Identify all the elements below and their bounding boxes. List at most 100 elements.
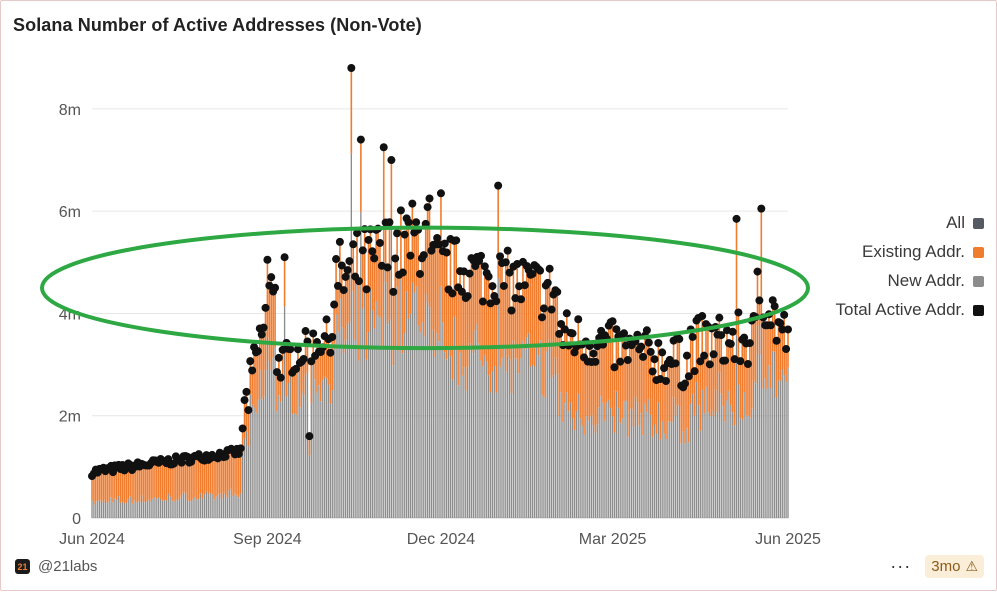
total-active-point[interactable] <box>648 367 657 376</box>
total-active-point[interactable] <box>539 304 548 313</box>
new-addr-bar[interactable] <box>648 398 650 518</box>
total-active-point[interactable] <box>400 230 409 239</box>
new-addr-bar[interactable] <box>720 393 722 518</box>
total-active-point[interactable] <box>406 251 415 260</box>
new-addr-bar[interactable] <box>314 379 316 518</box>
legend-item-new[interactable]: New Addr. <box>888 271 984 291</box>
new-addr-bar[interactable] <box>669 421 671 518</box>
new-addr-bar[interactable] <box>201 498 204 518</box>
new-addr-bar[interactable] <box>718 371 721 518</box>
total-active-point[interactable] <box>658 348 667 357</box>
new-addr-bar[interactable] <box>770 388 772 518</box>
new-addr-bar[interactable] <box>407 319 410 518</box>
new-addr-bar[interactable] <box>205 491 208 518</box>
new-addr-bar[interactable] <box>335 314 337 518</box>
new-addr-bar[interactable] <box>194 496 196 518</box>
new-addr-bar[interactable] <box>512 340 515 518</box>
new-addr-bar[interactable] <box>455 345 457 518</box>
new-addr-bar[interactable] <box>291 414 293 518</box>
new-addr-bar[interactable] <box>348 321 351 518</box>
total-active-point[interactable] <box>337 261 346 270</box>
total-active-point[interactable] <box>433 233 442 242</box>
new-addr-bar[interactable] <box>466 366 469 518</box>
new-addr-bar[interactable] <box>524 348 526 518</box>
total-active-point[interactable] <box>309 329 318 338</box>
new-addr-bar[interactable] <box>285 396 288 518</box>
new-addr-bar[interactable] <box>781 369 783 518</box>
new-addr-bar[interactable] <box>179 497 181 518</box>
new-addr-bar[interactable] <box>148 499 150 518</box>
new-addr-bar[interactable] <box>247 446 250 518</box>
total-active-point[interactable] <box>328 333 337 342</box>
total-active-point[interactable] <box>457 287 466 296</box>
new-addr-bar[interactable] <box>211 494 213 518</box>
new-addr-bar[interactable] <box>358 360 360 518</box>
new-addr-bar[interactable] <box>749 417 751 518</box>
new-addr-bar[interactable] <box>659 439 661 518</box>
total-active-point[interactable] <box>280 253 289 262</box>
total-active-point[interactable] <box>356 135 365 144</box>
new-addr-bar[interactable] <box>682 431 684 518</box>
new-addr-bar[interactable] <box>302 395 305 518</box>
total-active-point[interactable] <box>536 266 545 275</box>
new-addr-bar[interactable] <box>621 418 623 518</box>
new-addr-bar[interactable] <box>623 401 625 518</box>
new-addr-bar[interactable] <box>686 428 688 518</box>
total-active-point[interactable] <box>448 289 457 298</box>
total-active-point[interactable] <box>480 262 489 271</box>
total-active-point[interactable] <box>326 348 335 357</box>
total-active-point[interactable] <box>379 143 388 152</box>
new-addr-bar[interactable] <box>653 424 656 518</box>
total-active-point[interactable] <box>349 240 358 249</box>
total-active-point[interactable] <box>274 353 283 362</box>
new-addr-bar[interactable] <box>547 347 549 518</box>
total-active-point[interactable] <box>452 236 461 245</box>
total-active-point[interactable] <box>370 254 379 263</box>
new-addr-bar[interactable] <box>531 364 534 518</box>
new-addr-bar[interactable] <box>444 352 446 518</box>
new-addr-bar[interactable] <box>482 366 484 518</box>
new-addr-bar[interactable] <box>737 384 740 518</box>
new-addr-bar[interactable] <box>701 389 703 518</box>
total-active-point[interactable] <box>305 432 314 441</box>
new-addr-bar[interactable] <box>238 497 240 518</box>
new-addr-bar[interactable] <box>188 501 190 518</box>
timeframe-badge[interactable]: 3mo ⚠ <box>925 555 984 578</box>
new-addr-bar[interactable] <box>573 430 576 518</box>
total-active-point[interactable] <box>425 194 434 203</box>
total-active-point[interactable] <box>776 319 785 328</box>
new-addr-bar[interactable] <box>569 402 572 518</box>
total-active-point[interactable] <box>642 326 651 335</box>
new-addr-bar[interactable] <box>217 494 219 518</box>
total-active-point[interactable] <box>238 424 247 433</box>
new-addr-bar[interactable] <box>575 410 578 518</box>
new-addr-bar[interactable] <box>282 374 284 518</box>
new-addr-bar[interactable] <box>590 414 593 518</box>
new-addr-bar[interactable] <box>753 380 755 518</box>
new-addr-bar[interactable] <box>714 389 717 518</box>
new-addr-bar[interactable] <box>161 500 164 518</box>
new-addr-bar[interactable] <box>112 502 114 518</box>
new-addr-bar[interactable] <box>638 425 640 518</box>
total-active-point[interactable] <box>568 329 577 338</box>
total-active-point[interactable] <box>368 247 377 256</box>
new-addr-bar[interactable] <box>722 406 724 518</box>
total-active-point[interactable] <box>286 345 295 354</box>
total-active-point[interactable] <box>362 285 371 294</box>
total-active-point[interactable] <box>257 330 266 339</box>
new-addr-bar[interactable] <box>236 495 238 518</box>
new-addr-bar[interactable] <box>152 498 154 518</box>
total-active-point[interactable] <box>499 281 508 290</box>
total-active-point[interactable] <box>364 235 373 244</box>
new-addr-bar[interactable] <box>388 319 391 518</box>
new-addr-bar[interactable] <box>495 392 497 518</box>
new-addr-bar[interactable] <box>365 359 368 518</box>
new-addr-bar[interactable] <box>615 391 618 518</box>
total-active-point[interactable] <box>589 349 598 358</box>
legend-item-total[interactable]: Total Active Addr. <box>836 300 984 320</box>
new-addr-bar[interactable] <box>684 443 686 518</box>
new-addr-bar[interactable] <box>299 407 301 518</box>
total-active-point[interactable] <box>736 357 745 366</box>
new-addr-bar[interactable] <box>558 416 560 518</box>
new-addr-bar[interactable] <box>657 402 659 518</box>
